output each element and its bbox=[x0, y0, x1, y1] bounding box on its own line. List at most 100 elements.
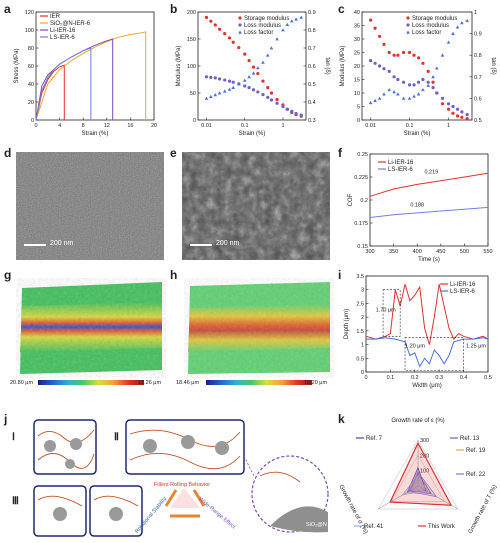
y-tick-label: 3 bbox=[361, 288, 364, 294]
colorbar-min-h: 18.46 μm bbox=[176, 380, 200, 386]
legend-label: Storage modulus bbox=[244, 16, 289, 22]
chain-2b bbox=[129, 453, 241, 470]
y2-axis-label: tan (δ) bbox=[324, 57, 330, 74]
y-tick-label: 80 bbox=[28, 46, 34, 52]
x-axis-label: Strain (%) bbox=[82, 131, 109, 137]
data-point bbox=[285, 22, 290, 26]
x-tick-label: 0.01 bbox=[201, 123, 212, 129]
y-tick-label: 25 bbox=[354, 51, 360, 57]
x-tick-label: 0.01 bbox=[365, 123, 376, 129]
x-tick-label: 550 bbox=[483, 249, 492, 255]
particle-1b bbox=[70, 438, 82, 450]
panel-label-e: e bbox=[170, 146, 177, 160]
data-point bbox=[285, 107, 289, 111]
legend-label: SiO₂@N-IER-6 bbox=[50, 21, 91, 27]
mechanism-schematic: Fillers Rolling Behavior Wide-Range Effe… bbox=[33, 419, 329, 537]
data-point bbox=[387, 87, 392, 92]
data-point bbox=[247, 75, 251, 79]
chain-1a bbox=[37, 429, 95, 443]
data-point bbox=[455, 107, 460, 111]
y-tick-label: 0.225 bbox=[354, 175, 368, 181]
x-tick-label: 0.1 bbox=[406, 123, 414, 129]
data-point bbox=[460, 21, 464, 25]
radar-grid bbox=[390, 454, 446, 502]
data-point bbox=[269, 46, 274, 50]
y-tick-label: 3.5 bbox=[356, 274, 364, 280]
y-tick-label: 10 bbox=[354, 91, 360, 97]
annotation-box-1 bbox=[382, 289, 401, 337]
data-point bbox=[247, 59, 251, 63]
data-point bbox=[204, 15, 209, 19]
data-point bbox=[455, 25, 460, 29]
data-point bbox=[401, 96, 406, 100]
data-point bbox=[382, 92, 386, 96]
radar-grid bbox=[377, 439, 459, 510]
zoom-line bbox=[243, 455, 255, 477]
zoom-particle-label: SiO₂@N bbox=[306, 522, 327, 528]
data-point bbox=[465, 117, 469, 121]
y2-tick-label: 0.4 bbox=[308, 100, 316, 106]
y-tick-label: 20 bbox=[354, 64, 360, 70]
legend-label: LS-IER-6 bbox=[388, 167, 413, 173]
y2-tick-label: 0.5 bbox=[308, 82, 316, 88]
y-tick-label: 2 bbox=[361, 315, 364, 321]
sem-texture-e bbox=[182, 152, 330, 260]
x-axis-label: Strain (%) bbox=[239, 131, 266, 137]
radar-legend-label: This Work bbox=[428, 524, 456, 530]
cycle-triangle bbox=[170, 488, 200, 508]
radar-legend-label: Ref. 7 bbox=[366, 436, 383, 442]
series-line bbox=[369, 206, 489, 218]
y-tick-label: 0.15 bbox=[357, 244, 368, 250]
chain-3a bbox=[37, 495, 83, 507]
colorbar-h bbox=[206, 380, 312, 385]
cycle-label-2: Wide-Range Effect bbox=[197, 496, 237, 531]
y2-tick-label: 0.7 bbox=[474, 75, 482, 81]
panel-label-f: f bbox=[338, 146, 342, 160]
legend-marker bbox=[406, 16, 410, 20]
y-tick-label: 20 bbox=[28, 100, 34, 106]
stage-2-label: Ⅱ bbox=[114, 432, 119, 443]
data-point bbox=[290, 109, 294, 113]
y-tick-label: 1.5 bbox=[356, 329, 364, 335]
data-point bbox=[401, 80, 406, 84]
scale-bar-e bbox=[190, 244, 212, 246]
y-tick-label: 40 bbox=[28, 82, 34, 88]
panel-label-b: b bbox=[170, 2, 178, 16]
sem-image-d: 200 nm bbox=[16, 152, 164, 260]
radar-legend-label: Ref. 13 bbox=[460, 436, 480, 442]
stress-strain-chart: 0 4 8 12 16 20 0 20 40 60 80 100 120 Strain (%) Stress… bbox=[14, 10, 157, 137]
y-tick-label: 0 bbox=[31, 118, 34, 124]
y-tick-label: 100 bbox=[187, 64, 196, 70]
modulus-chart-b: 0.01 0.1 1 0 50 100 150 200 0.3 0.4 0.5 0.6 0.7 0.8 0.… bbox=[176, 10, 330, 137]
data-point bbox=[231, 40, 235, 44]
radar-tick-label: 300 bbox=[420, 438, 429, 444]
data-point bbox=[213, 23, 217, 27]
scale-bar-d bbox=[24, 244, 46, 246]
zoom-particle bbox=[270, 506, 328, 533]
radar-series bbox=[401, 474, 426, 496]
particle-2a bbox=[143, 439, 157, 453]
series-line bbox=[365, 284, 489, 345]
stage-3-label: Ⅲ bbox=[12, 496, 19, 507]
data-point bbox=[237, 82, 241, 86]
data-point bbox=[426, 69, 430, 73]
scale-label-d: 200 nm bbox=[50, 240, 74, 247]
y-axis-label: Modulus (MPa) bbox=[340, 46, 346, 87]
data-point bbox=[440, 53, 445, 57]
annotation-depth-2: 1.20 μm bbox=[405, 343, 425, 349]
data-point bbox=[435, 91, 439, 95]
topography-image-g bbox=[16, 278, 166, 385]
data-point bbox=[256, 66, 260, 70]
plot-frame bbox=[365, 275, 489, 373]
data-point bbox=[412, 53, 416, 57]
data-point bbox=[231, 85, 236, 89]
data-point bbox=[247, 86, 251, 90]
annotation-cof-1: 0.219 bbox=[424, 169, 438, 175]
radar-legend-label: Ref. 41 bbox=[364, 524, 384, 530]
data-point bbox=[261, 79, 265, 83]
data-point bbox=[266, 86, 270, 90]
data-point bbox=[275, 37, 279, 41]
legend-label: IER bbox=[50, 14, 61, 20]
panel-label-d: d bbox=[4, 146, 12, 160]
panel-label-g: g bbox=[4, 268, 12, 282]
